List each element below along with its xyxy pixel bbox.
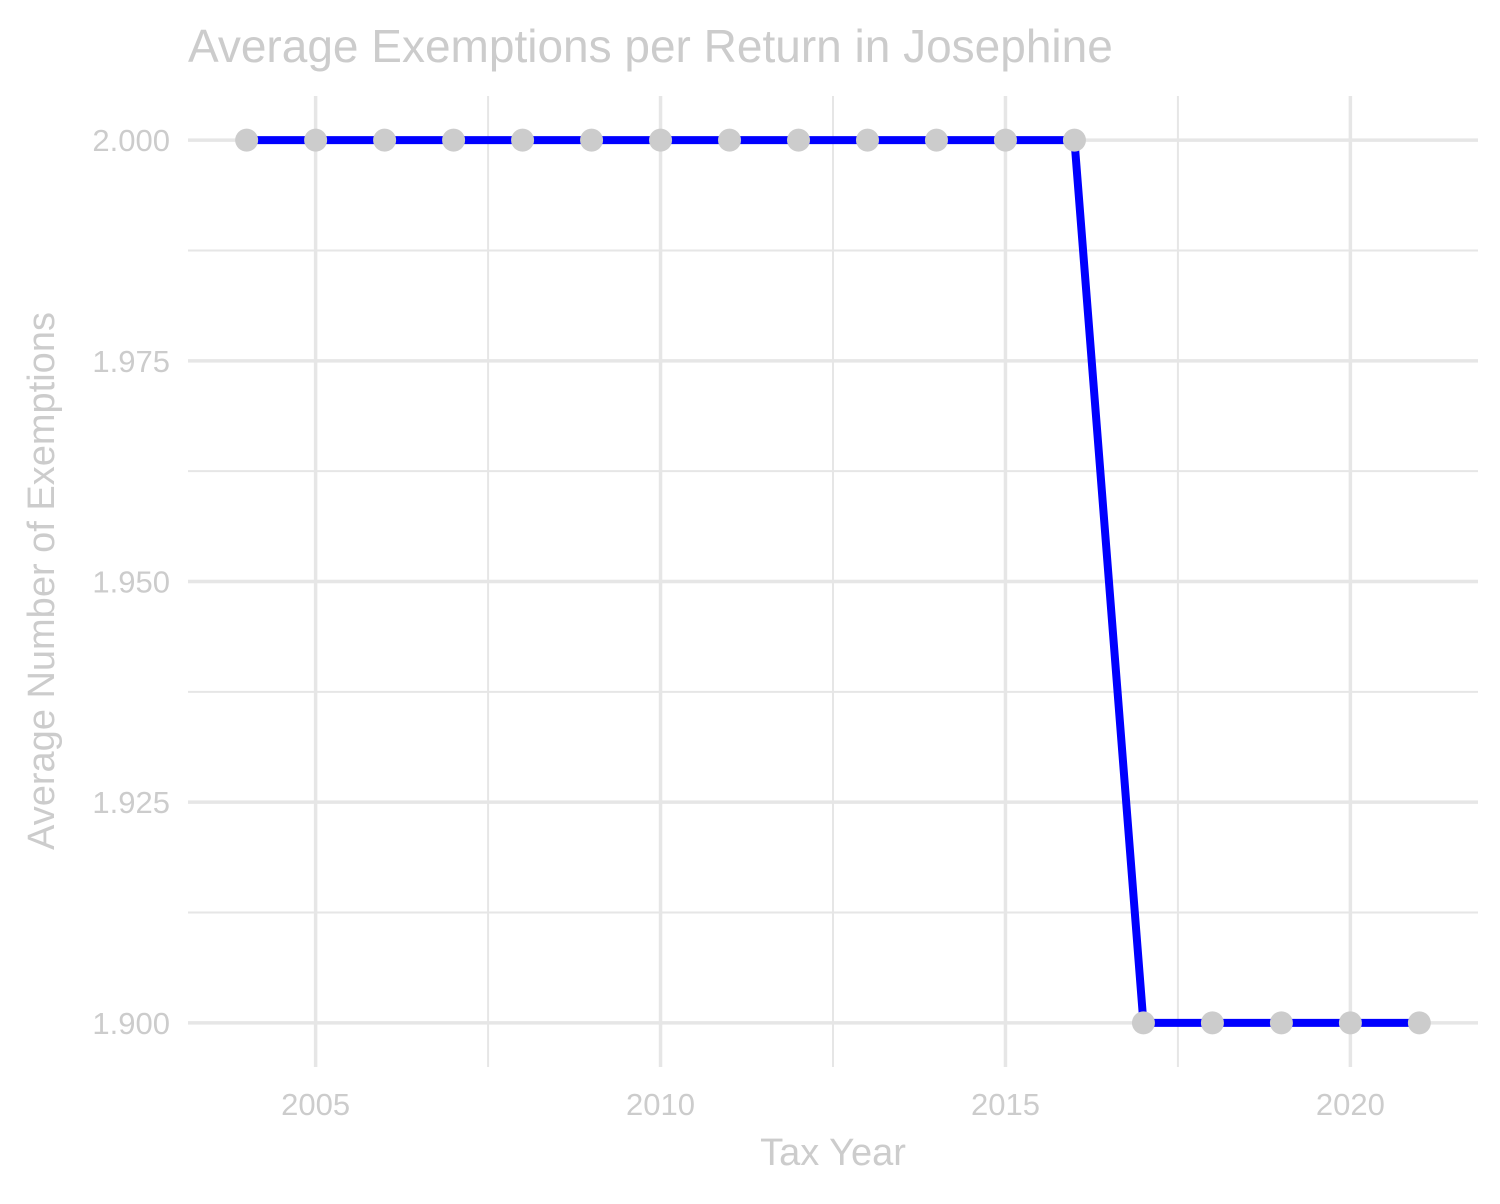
- data-point: [511, 128, 535, 152]
- y-tick-label: 1.925: [92, 785, 170, 820]
- data-point: [924, 128, 948, 152]
- y-tick-label: 1.975: [92, 344, 170, 379]
- data-point: [649, 128, 673, 152]
- data-point: [855, 128, 879, 152]
- x-axis-tick-labels: 2005 2010 2015 2020: [281, 1087, 1385, 1122]
- y-tick-label: 2.000: [92, 123, 170, 158]
- data-point: [1407, 1011, 1431, 1035]
- x-tick-label: 2005: [281, 1087, 350, 1122]
- data-point: [787, 128, 811, 152]
- data-point: [1269, 1011, 1293, 1035]
- data-point: [1200, 1011, 1224, 1035]
- x-tick-label: 2010: [626, 1087, 695, 1122]
- data-point: [373, 128, 397, 152]
- data-point: [1131, 1011, 1155, 1035]
- data-point: [235, 128, 259, 152]
- data-point: [1062, 128, 1086, 152]
- y-tick-label: 1.950: [92, 565, 170, 600]
- data-point: [993, 128, 1017, 152]
- y-tick-label: 1.900: [92, 1006, 170, 1041]
- data-point: [718, 128, 742, 152]
- data-point: [1338, 1011, 1362, 1035]
- data-point: [442, 128, 466, 152]
- chart-title: Average Exemptions per Return in Josephi…: [188, 20, 1113, 72]
- x-tick-label: 2020: [1316, 1087, 1385, 1122]
- y-axis-title: Average Number of Exemptions: [21, 312, 63, 850]
- data-point: [304, 128, 328, 152]
- x-tick-label: 2015: [971, 1087, 1040, 1122]
- y-axis-tick-labels: 1.900 1.925 1.950 1.975 2.000: [92, 123, 170, 1041]
- data-point: [580, 128, 604, 152]
- series-point-layer: [235, 128, 1431, 1035]
- x-axis-title: Tax Year: [760, 1132, 906, 1174]
- grid-lines: [188, 96, 1478, 1067]
